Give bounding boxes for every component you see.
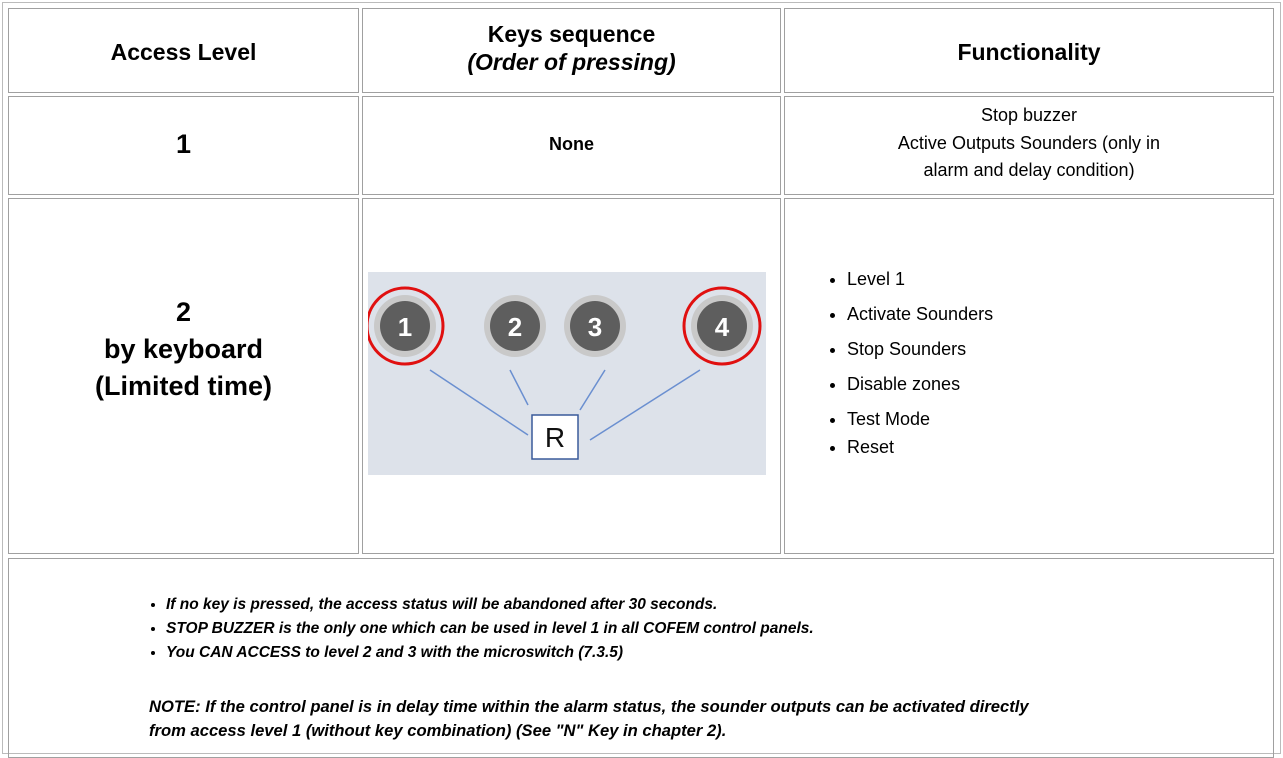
level-text: by keyboard	[103, 334, 264, 364]
level-cell: 2 by keyboard (Limited time)	[8, 198, 359, 554]
level-text: 1	[175, 129, 192, 159]
keys-diagram: 1 2 3 4 R	[368, 272, 766, 475]
header-cell: Access Level	[8, 8, 359, 93]
header-text: Access Level	[110, 39, 257, 65]
functionality-item: Activate Sounders	[847, 304, 993, 325]
level-text: 2	[175, 297, 192, 327]
functionality-line: Active Outputs Sounders (only in	[897, 133, 1161, 153]
key-label: 4	[715, 312, 730, 342]
header-cell: Keys sequence (Order of pressing)	[362, 8, 781, 93]
level-text: (Limited time)	[94, 371, 272, 401]
note-item: You CAN ACCESS to level 2 and 3 with the…	[166, 644, 623, 662]
functionality-cell: Stop buzzer Active Outputs Sounders (onl…	[784, 96, 1274, 195]
key-buttons	[368, 286, 762, 366]
note-line: from access level 1 (without key combina…	[149, 721, 727, 740]
keys-cell: 1 2 3 4 R	[362, 198, 781, 554]
note-item: If no key is pressed, the access status …	[166, 596, 717, 614]
page: Access Level Keys sequence (Order of pre…	[0, 0, 1283, 740]
header-cell: Functionality	[784, 8, 1274, 93]
key-label: 1	[398, 312, 412, 342]
reset-key-label: R	[545, 422, 565, 453]
header-text: (Order of pressing)	[467, 49, 676, 75]
keys-text: None	[549, 134, 594, 154]
functionality-item: Disable zones	[847, 374, 960, 395]
functionality-cell: Level 1 Activate Sounders Stop Sounders …	[784, 198, 1274, 554]
connectors	[429, 369, 701, 441]
header-text: Keys sequence	[487, 21, 656, 47]
reset-key-box	[531, 414, 579, 460]
header-text: Functionality	[957, 39, 1101, 65]
level-cell: 1	[8, 96, 359, 195]
functionality-item: Level 1	[847, 269, 905, 290]
notes-cell: If no key is pressed, the access status …	[8, 558, 1274, 758]
keys-cell: None	[362, 96, 781, 195]
functionality-line: Stop buzzer	[980, 105, 1078, 125]
functionality-line: alarm and delay condition)	[923, 160, 1135, 180]
key-label: 2	[508, 312, 522, 342]
note-item: STOP BUZZER is the only one which can be…	[166, 620, 814, 638]
key-label: 3	[588, 312, 602, 342]
functionality-item: Stop Sounders	[847, 339, 966, 360]
note-line: NOTE: If the control panel is in delay t…	[149, 697, 1029, 716]
functionality-item: Reset	[847, 437, 894, 458]
functionality-item: Test Mode	[847, 409, 930, 430]
